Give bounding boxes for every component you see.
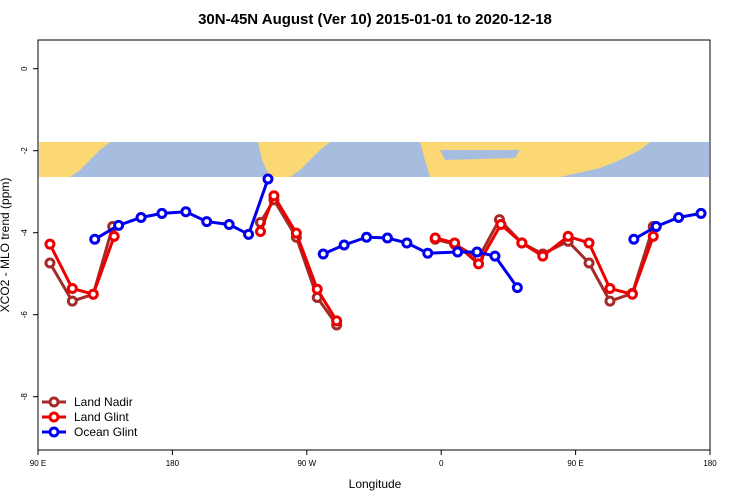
map-land: [39, 142, 110, 177]
data-point: [317, 248, 329, 260]
x-tick-label: 180: [703, 459, 717, 468]
data-point: [495, 219, 507, 230]
data-point: [66, 295, 78, 307]
data-point: [243, 228, 255, 240]
x-tick-label: 90 W: [297, 459, 316, 468]
x-axis-label: Longitude: [349, 477, 402, 491]
plot-frame: [37, 39, 711, 451]
map-sea: [440, 150, 520, 160]
x-tick-label: 90 E: [567, 459, 583, 468]
data-point: [44, 238, 56, 250]
data-point: [268, 190, 280, 202]
x-tick-label: 180: [166, 459, 180, 468]
data-point: [113, 219, 125, 231]
data-point: [401, 237, 413, 249]
data-point: [562, 230, 574, 242]
data-point: [180, 206, 192, 218]
data-point: [583, 257, 595, 269]
legend-marker: [48, 396, 60, 408]
y-axis-label: XCO2 - MLO trend (ppm): [0, 178, 12, 313]
y-tick-label: -4: [20, 229, 29, 237]
data-point: [647, 230, 659, 242]
data-point: [537, 250, 549, 262]
data-point: [89, 233, 101, 245]
x-tick-label: 0: [439, 459, 444, 468]
legend-label: Land Glint: [74, 410, 129, 424]
chart-title: 30N-45N August (Ver 10) 2015-01-01 to 20…: [198, 11, 552, 28]
series-line: [93, 178, 702, 289]
data-point: [223, 219, 235, 230]
data-point: [695, 207, 707, 219]
legend-marker: [48, 411, 60, 423]
data-point: [338, 239, 350, 251]
legend-label: Land Nadir: [74, 395, 133, 409]
data-point: [331, 315, 343, 327]
data-point: [255, 225, 267, 237]
data-point: [452, 246, 464, 258]
x-tick-label: 90 E: [30, 459, 46, 468]
data-point: [473, 258, 485, 270]
data-point: [66, 282, 78, 294]
data-point: [311, 283, 323, 295]
data-point: [361, 231, 373, 243]
data-point: [489, 250, 501, 262]
data-point: [471, 246, 483, 258]
data-point: [626, 288, 638, 300]
data-point: [87, 288, 99, 300]
data-point: [628, 233, 640, 245]
map-band: [39, 142, 709, 177]
data-point: [290, 227, 302, 239]
data-point: [422, 247, 434, 259]
data-point: [135, 212, 147, 224]
data-point: [156, 207, 168, 219]
data-point: [604, 282, 616, 294]
data-point: [511, 282, 523, 294]
y-tick-label: 0: [20, 66, 29, 71]
legend-label: Ocean Glint: [74, 425, 138, 439]
data-point: [583, 237, 595, 249]
map-land: [258, 142, 330, 177]
data-point: [516, 237, 528, 249]
y-tick-label: -2: [20, 147, 29, 155]
data-point: [381, 232, 393, 244]
data-point: [201, 216, 213, 228]
data-point: [650, 221, 662, 233]
data-point: [673, 212, 685, 224]
data-point: [449, 237, 461, 249]
data-point: [44, 257, 56, 269]
y-tick-label: -8: [20, 393, 29, 401]
legend-marker: [48, 426, 60, 438]
data-point: [604, 295, 616, 307]
data-point: [429, 232, 441, 244]
y-tick-label: -6: [20, 311, 29, 319]
data-point: [262, 173, 274, 185]
data-point: [108, 230, 120, 242]
